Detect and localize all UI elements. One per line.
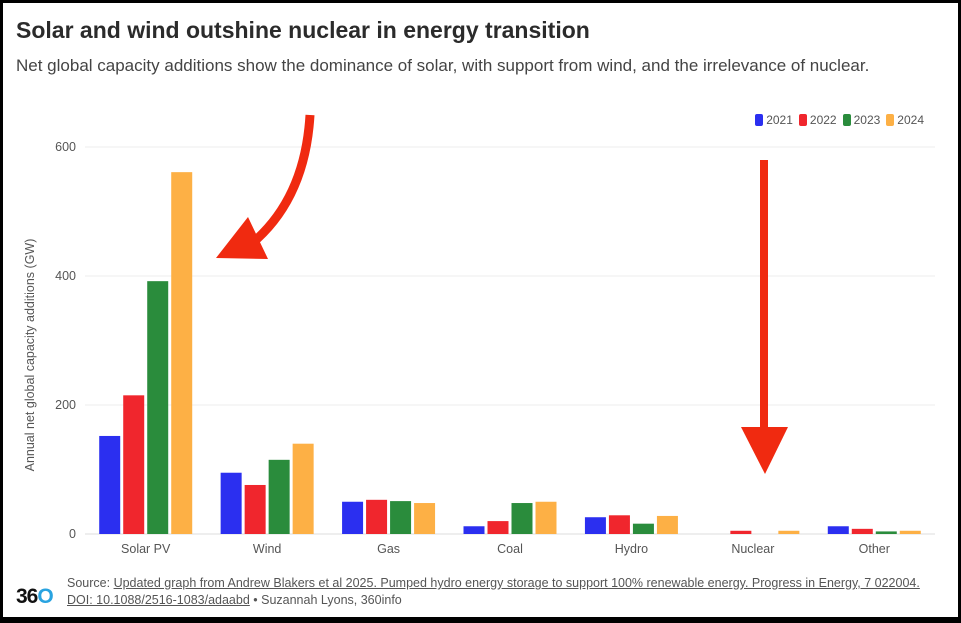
y-tick-label: 400 (55, 269, 76, 283)
logo-360: 36O (16, 585, 54, 608)
y-tick-label: 600 (55, 140, 76, 154)
legend: 2021 2022 2023 2024 (755, 113, 924, 127)
legend-label: 2022 (809, 113, 837, 127)
bar-other-2023 (875, 531, 897, 534)
legend-swatch (798, 114, 807, 126)
bar-wind-2024 (292, 443, 314, 534)
x-tick-label: Wind (253, 542, 282, 556)
legend-label: 2023 (853, 113, 881, 127)
bar-wind-2023 (268, 459, 290, 534)
x-tick-label: Other (859, 542, 890, 556)
legend-swatch (755, 114, 764, 126)
bar-coal-2024 (535, 501, 557, 534)
bar-solar-pv-2021 (99, 435, 121, 534)
source-prefix: Source: (67, 576, 114, 590)
bar-other-2021 (827, 526, 849, 534)
bar-gas-2024 (414, 503, 436, 534)
legend-item: 2024 (886, 113, 924, 127)
chart-title: Solar and wind outshine nuclear in energ… (16, 17, 590, 43)
legend-item: 2022 (798, 113, 837, 127)
arrow-nuclear-head (741, 427, 788, 474)
arrow-solar-shaft (247, 114, 315, 249)
y-tick-label: 0 (69, 527, 76, 541)
bar-wind-2021 (220, 472, 242, 534)
x-tick-label: Gas (377, 542, 400, 556)
legend-label: 2021 (766, 113, 793, 127)
legend-item: 2023 (842, 113, 881, 127)
source-footer: Source: Updated graph from Andrew Blaker… (67, 575, 927, 609)
y-tick-label: 200 (55, 398, 76, 412)
bar-coal-2021 (463, 526, 485, 534)
bar-wind-2022 (244, 484, 266, 534)
bar-gas-2023 (390, 501, 412, 534)
bar-hydro-2022 (608, 515, 630, 534)
bar-gas-2021 (342, 501, 364, 534)
bar-nuclear-2024 (778, 530, 800, 534)
legend-swatch (886, 114, 895, 126)
x-tick-label: Coal (497, 542, 523, 556)
arrow-nuclear-shaft (760, 160, 768, 430)
bar-hydro-2021 (584, 517, 606, 534)
bar-gas-2022 (366, 499, 388, 534)
legend-item: 2021 (755, 113, 793, 127)
bar-coal-2023 (511, 503, 533, 534)
bar-other-2024 (899, 530, 921, 534)
x-tick-label: Solar PV (121, 542, 171, 556)
chart-subtitle: Net global capacity additions show the d… (16, 56, 870, 75)
source-link[interactable]: Updated graph from Andrew Blakers et al … (67, 576, 920, 607)
legend-swatch (842, 114, 851, 126)
x-tick-label: Nuclear (731, 542, 774, 556)
bar-hydro-2023 (632, 523, 654, 534)
bar-solar-pv-2022 (123, 395, 145, 534)
bar-other-2022 (851, 528, 873, 534)
bar-solar-pv-2024 (171, 172, 193, 534)
bar-hydro-2024 (656, 515, 678, 534)
legend-label: 2024 (897, 113, 924, 127)
bar-nuclear-2022 (730, 530, 752, 534)
credit: • Suzannah Lyons, 360info (249, 593, 402, 607)
x-tick-label: Hydro (615, 542, 648, 556)
arrow-solar-head (216, 217, 268, 259)
bar-solar-pv-2023 (147, 281, 169, 534)
bar-coal-2022 (487, 521, 509, 534)
